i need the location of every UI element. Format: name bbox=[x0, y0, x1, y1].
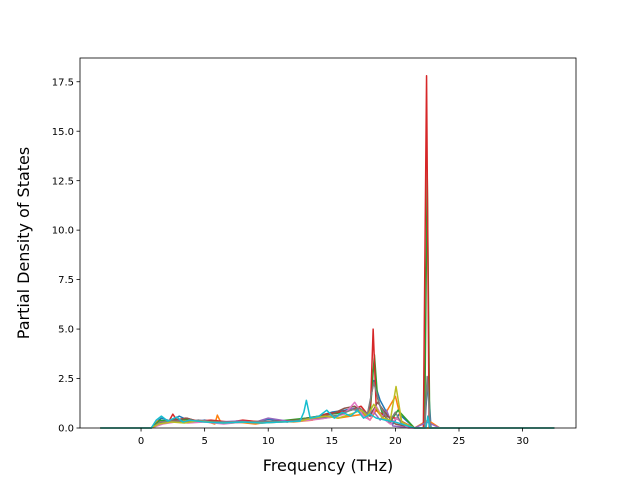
x-axis-ticks: 0 5 10 15 20 25 30 bbox=[138, 428, 529, 447]
x-axis-title: Frequency (THz) bbox=[263, 456, 393, 475]
x-tick-label: 10 bbox=[262, 436, 275, 447]
y-tick-label: 2.5 bbox=[58, 374, 74, 385]
x-tick-label: 0 bbox=[138, 436, 144, 447]
y-tick-label: 0.0 bbox=[58, 424, 74, 435]
y-tick-label: 7.5 bbox=[58, 275, 74, 286]
y-tick-label: 12.5 bbox=[52, 176, 74, 187]
y-tick-label: 17.5 bbox=[52, 77, 74, 88]
y-axis-title: Partial Density of States bbox=[14, 147, 33, 339]
axes-background bbox=[80, 58, 576, 428]
x-tick-label: 5 bbox=[201, 436, 207, 447]
y-tick-label: 10.0 bbox=[52, 226, 74, 237]
series-line-10 bbox=[100, 399, 555, 429]
axes-frame bbox=[79, 57, 577, 429]
x-tick-label: 25 bbox=[453, 436, 466, 447]
x-tick-label: 15 bbox=[325, 436, 338, 447]
y-tick-label: 15.0 bbox=[52, 127, 74, 138]
series-layer bbox=[100, 75, 555, 429]
y-tick-label: 5.0 bbox=[58, 325, 74, 336]
y-axis-ticks: 0.0 2.5 5.0 7.5 10.0 12.5 15.0 17.5 bbox=[52, 77, 80, 435]
x-tick-label: 20 bbox=[389, 436, 402, 447]
plot-area bbox=[80, 58, 576, 429]
x-tick-label: 30 bbox=[516, 436, 529, 447]
